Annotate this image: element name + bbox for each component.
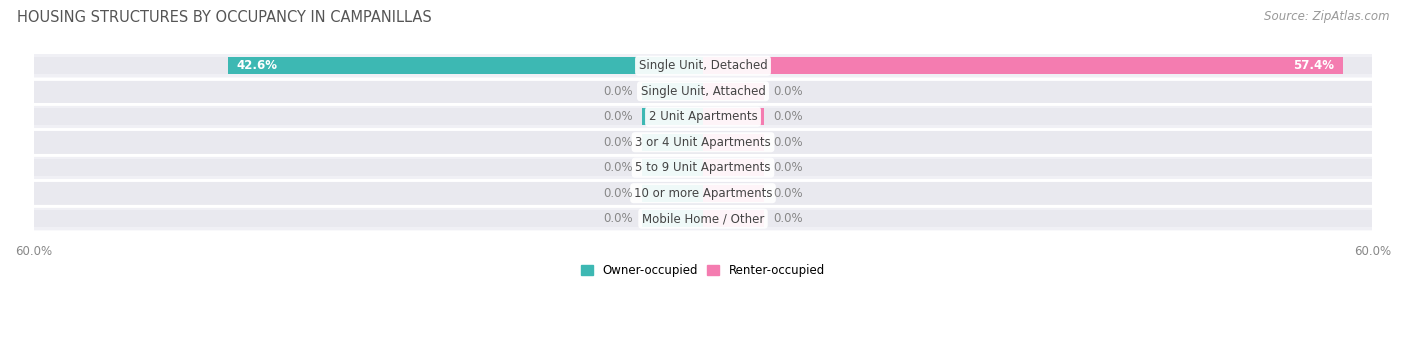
Text: 0.0%: 0.0% — [603, 136, 633, 149]
Bar — [228, 57, 703, 75]
Bar — [703, 133, 765, 151]
Bar — [641, 210, 703, 227]
Bar — [34, 108, 703, 126]
Bar — [703, 210, 765, 227]
Bar — [703, 57, 1343, 75]
Bar — [703, 108, 765, 126]
FancyBboxPatch shape — [34, 105, 1372, 129]
FancyBboxPatch shape — [34, 156, 1372, 180]
Bar — [34, 133, 703, 151]
Text: Single Unit, Attached: Single Unit, Attached — [641, 85, 765, 98]
FancyBboxPatch shape — [34, 54, 1372, 78]
Text: 57.4%: 57.4% — [1294, 59, 1334, 72]
Text: HOUSING STRUCTURES BY OCCUPANCY IN CAMPANILLAS: HOUSING STRUCTURES BY OCCUPANCY IN CAMPA… — [17, 10, 432, 25]
Text: Mobile Home / Other: Mobile Home / Other — [641, 212, 765, 225]
Text: Single Unit, Detached: Single Unit, Detached — [638, 59, 768, 72]
Bar — [641, 185, 703, 202]
Bar — [641, 159, 703, 176]
Text: 0.0%: 0.0% — [603, 212, 633, 225]
Bar — [34, 82, 703, 100]
Bar — [34, 159, 703, 176]
Text: 0.0%: 0.0% — [773, 85, 803, 98]
Text: 0.0%: 0.0% — [603, 161, 633, 174]
Bar — [703, 185, 765, 202]
Text: 2 Unit Apartments: 2 Unit Apartments — [648, 110, 758, 123]
Bar — [34, 57, 703, 75]
Bar — [641, 82, 703, 100]
FancyBboxPatch shape — [34, 131, 1372, 154]
Text: 0.0%: 0.0% — [603, 187, 633, 200]
FancyBboxPatch shape — [34, 207, 1372, 231]
Bar — [703, 108, 1372, 126]
Legend: Owner-occupied, Renter-occupied: Owner-occupied, Renter-occupied — [576, 259, 830, 281]
FancyBboxPatch shape — [34, 80, 1372, 103]
Bar — [703, 210, 1372, 227]
Text: 0.0%: 0.0% — [773, 161, 803, 174]
Bar — [703, 82, 1372, 100]
Text: 5 to 9 Unit Apartments: 5 to 9 Unit Apartments — [636, 161, 770, 174]
Text: 0.0%: 0.0% — [603, 110, 633, 123]
Text: Source: ZipAtlas.com: Source: ZipAtlas.com — [1264, 10, 1389, 23]
Text: 0.0%: 0.0% — [773, 136, 803, 149]
Bar — [703, 133, 1372, 151]
Bar — [641, 108, 703, 126]
Text: 10 or more Apartments: 10 or more Apartments — [634, 187, 772, 200]
Text: 0.0%: 0.0% — [773, 212, 803, 225]
Text: 3 or 4 Unit Apartments: 3 or 4 Unit Apartments — [636, 136, 770, 149]
Text: 42.6%: 42.6% — [236, 59, 277, 72]
Bar — [34, 210, 703, 227]
Bar — [34, 185, 703, 202]
Text: 0.0%: 0.0% — [603, 85, 633, 98]
FancyBboxPatch shape — [34, 182, 1372, 205]
Bar — [703, 159, 1372, 176]
Text: 0.0%: 0.0% — [773, 110, 803, 123]
Bar — [703, 185, 1372, 202]
Text: 0.0%: 0.0% — [773, 187, 803, 200]
Bar — [703, 82, 765, 100]
Bar — [703, 57, 1372, 75]
Bar — [703, 159, 765, 176]
Bar — [641, 133, 703, 151]
